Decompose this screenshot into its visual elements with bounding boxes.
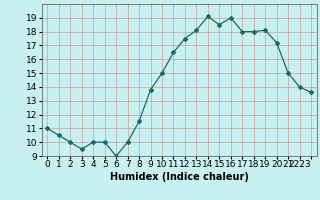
X-axis label: Humidex (Indice chaleur): Humidex (Indice chaleur) [110,172,249,182]
